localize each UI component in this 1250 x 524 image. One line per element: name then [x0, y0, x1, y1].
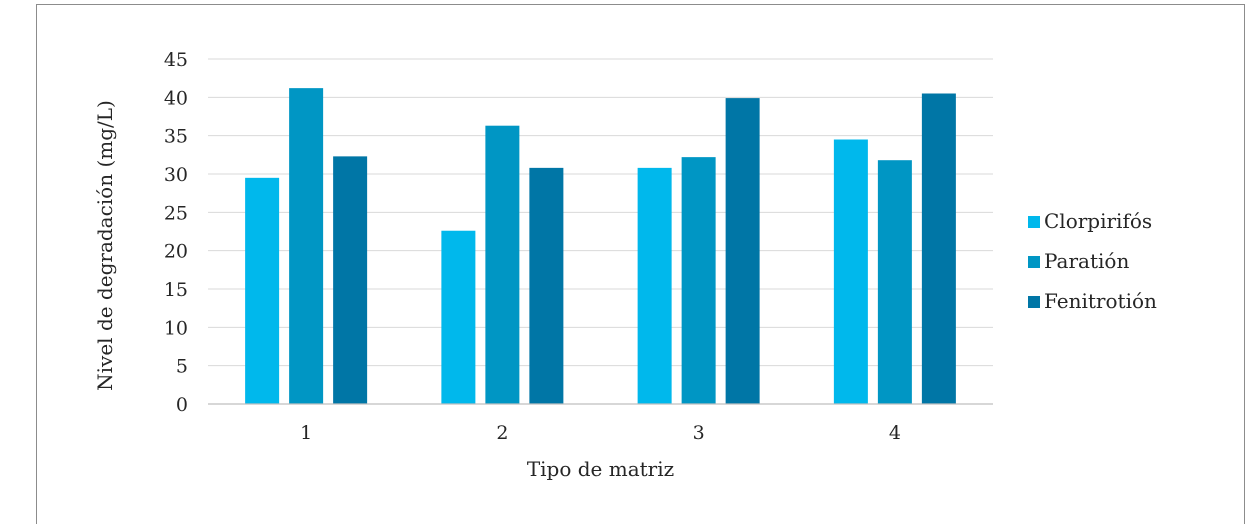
bar-clorpirifós-3: [637, 167, 672, 404]
y-tick-label: 35: [164, 126, 188, 148]
y-tick-label: 10: [164, 317, 188, 339]
legend-label: Paratión: [1044, 249, 1129, 273]
x-axis-ticks: 1 2 3 4: [300, 422, 901, 444]
bar-fenitrotión-3: [725, 98, 760, 404]
x-axis-title: Tipo de matriz: [527, 457, 674, 481]
y-tick-label: 30: [164, 164, 188, 186]
bar-clorpirifós-1: [245, 177, 280, 404]
legend-label: Clorpirifós: [1044, 209, 1152, 233]
legend-swatch: [1028, 216, 1040, 228]
bar-fenitrotión-1: [333, 156, 368, 404]
bar-fenitrotión-4: [921, 93, 956, 404]
bar-paratión-4: [877, 160, 912, 404]
x-tick-label: 3: [693, 422, 705, 444]
gridlines: [208, 58, 993, 367]
bars: [245, 88, 956, 404]
y-tick-label: 25: [164, 202, 188, 224]
y-tick-label: 20: [164, 241, 188, 263]
x-tick-label: 1: [300, 422, 312, 444]
legend: Clorpirifós Paratión Fenitrotión: [1028, 209, 1157, 313]
y-tick-label: 45: [164, 49, 188, 71]
x-tick-label: 4: [889, 422, 901, 444]
y-axis-title: Nivel de degradación (mg/L): [93, 100, 117, 391]
legend-label: Fenitrotión: [1044, 289, 1157, 313]
bar-clorpirifós-2: [441, 230, 476, 404]
bar-clorpirifós-4: [833, 139, 868, 404]
bar-paratión-1: [289, 88, 324, 404]
bar-paratión-2: [485, 125, 520, 404]
bar-fenitrotión-2: [529, 167, 564, 404]
legend-swatch: [1028, 256, 1040, 268]
y-tick-label: 5: [176, 356, 188, 378]
y-axis-ticks: 0 5 10 15 20 25 30 35 40 45: [164, 49, 188, 416]
y-tick-label: 0: [176, 394, 188, 416]
x-tick-label: 2: [496, 422, 508, 444]
bar-paratión-3: [681, 157, 716, 404]
y-tick-label: 15: [164, 279, 188, 301]
legend-swatch: [1028, 296, 1040, 308]
y-tick-label: 40: [164, 87, 188, 109]
